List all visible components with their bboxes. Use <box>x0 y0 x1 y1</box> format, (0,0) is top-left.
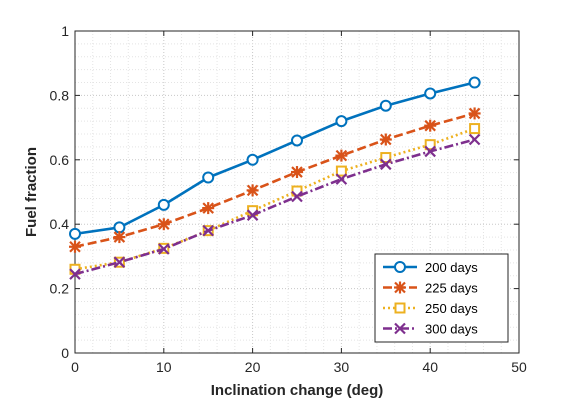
series-line <box>74 112 475 249</box>
legend: 200 days 225 days 250 days 300 days <box>374 253 509 343</box>
data-point <box>380 158 392 171</box>
data-point <box>424 139 436 151</box>
series-line <box>74 138 475 276</box>
data-point <box>424 145 436 158</box>
data-point <box>113 231 126 244</box>
y-tick-label: 0 <box>61 345 69 361</box>
legend-entry: 250 days <box>383 301 478 316</box>
legend-marker <box>394 302 406 314</box>
data-point <box>291 134 303 147</box>
data-point <box>113 221 126 234</box>
axes-frame <box>74 30 520 354</box>
data-point <box>424 87 437 100</box>
axis-ticks: 0 10 20 30 40 50 0 0.2 0.4 0.6 0.8 1 <box>50 23 527 375</box>
data-point <box>69 268 81 280</box>
data-point <box>291 166 303 179</box>
data-point <box>335 149 348 162</box>
data-point <box>379 133 392 146</box>
legend-marker <box>394 261 406 273</box>
marker-stroke <box>424 145 436 158</box>
data-point <box>291 190 303 203</box>
marker-stroke <box>380 158 392 171</box>
marker-stroke <box>335 173 348 185</box>
y-tick-label: 0.2 <box>50 281 70 297</box>
marker-stroke <box>69 268 81 280</box>
data-point <box>246 153 259 166</box>
marker-stroke <box>246 209 259 221</box>
marker-stroke <box>113 256 126 268</box>
data-point <box>379 99 392 112</box>
data-point <box>69 240 81 253</box>
data-point <box>246 209 259 221</box>
marker-stroke <box>202 224 214 237</box>
legend-entry: 200 days <box>383 260 478 275</box>
data-point <box>468 133 481 146</box>
data-point <box>468 107 481 120</box>
data-point <box>335 115 348 128</box>
legend-marker <box>394 281 406 294</box>
y-tick-label: 0.4 <box>50 216 70 232</box>
data-point <box>246 184 259 197</box>
data-point <box>468 76 481 89</box>
legend-entry: 225 days <box>383 281 478 296</box>
x-axis-title: Inclination change (deg) <box>211 382 384 399</box>
data-point <box>157 218 170 231</box>
series-4 <box>69 133 481 280</box>
x-tick-label: 30 <box>334 359 350 375</box>
marker-stroke <box>468 133 481 146</box>
marker-stroke <box>158 243 170 255</box>
legend-label: 225 days <box>425 281 478 296</box>
legend-label: 250 days <box>425 301 478 316</box>
x-tick-label: 40 <box>422 359 438 375</box>
data-point <box>202 171 215 184</box>
data-point <box>69 227 81 240</box>
legend-entry: 300 days <box>383 322 478 337</box>
series-lines <box>69 76 481 280</box>
data-point <box>157 198 170 211</box>
x-tick-label: 50 <box>511 359 527 375</box>
x-tick-label: 20 <box>245 359 261 375</box>
marker-stroke <box>394 322 406 335</box>
legend-marker <box>394 322 406 335</box>
legend-label: 200 days <box>425 260 478 275</box>
data-point <box>380 152 392 164</box>
legend-label: 300 days <box>425 322 478 337</box>
data-point <box>158 243 170 255</box>
data-point <box>202 224 214 237</box>
y-tick-label: 0.8 <box>50 87 70 103</box>
data-point <box>335 165 347 177</box>
data-point <box>113 256 126 268</box>
series-2 <box>69 107 481 253</box>
marker-stroke <box>291 190 303 203</box>
y-axis-title: Fuel fraction <box>23 147 40 237</box>
y-tick-label: 1 <box>61 23 69 39</box>
x-tick-label: 10 <box>156 359 172 375</box>
x-tick-label: 0 <box>71 359 79 375</box>
data-point <box>469 123 481 135</box>
data-point <box>335 173 348 185</box>
data-point <box>202 202 215 215</box>
y-tick-label: 0.6 <box>50 152 70 168</box>
data-point <box>424 119 437 132</box>
series-line <box>74 81 475 236</box>
